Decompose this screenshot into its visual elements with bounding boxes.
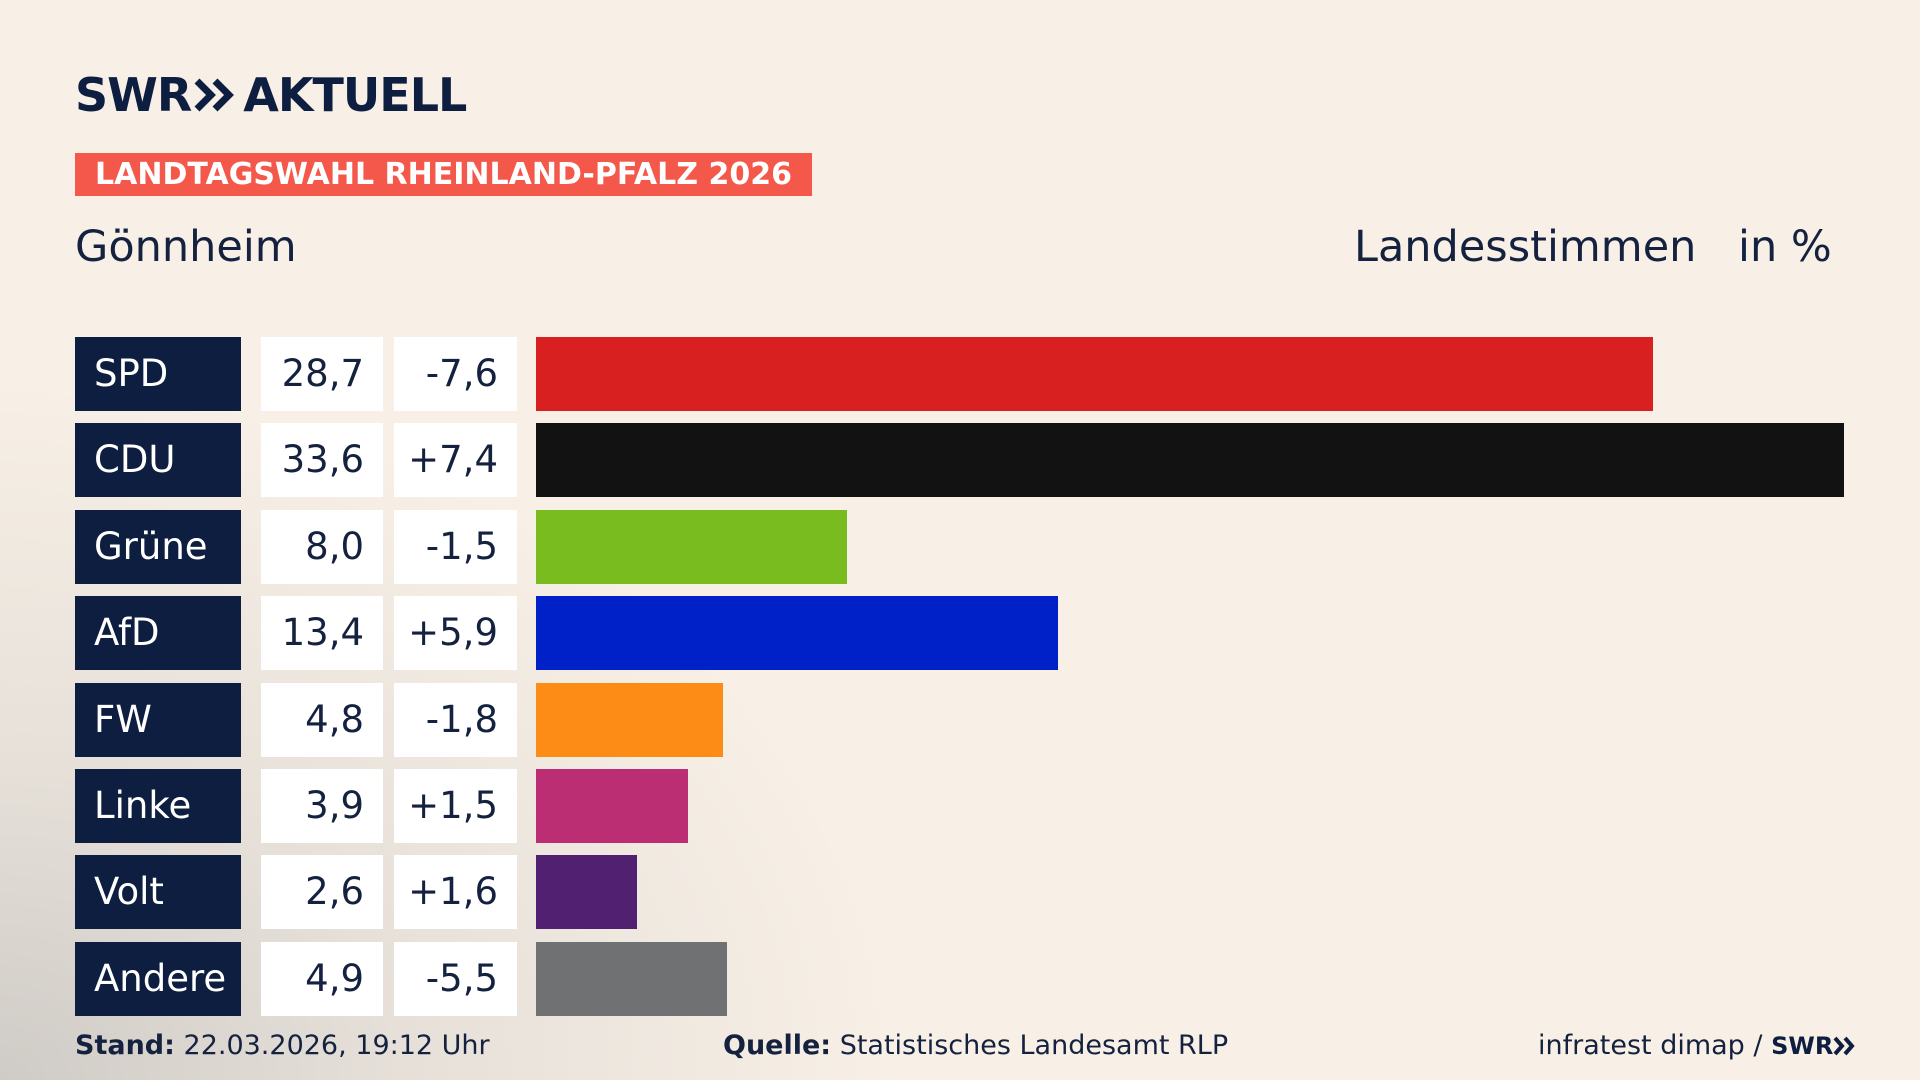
change-label: +1,5: [394, 769, 517, 843]
bar: [536, 855, 638, 930]
bar: [536, 423, 1844, 498]
source-value: Statistisches Landesamt RLP: [839, 1030, 1229, 1061]
credit-logo: SWR: [1771, 1032, 1834, 1060]
value-label: 33,6: [261, 423, 383, 498]
logo-suffix: AKTUELL: [243, 68, 467, 122]
change-label: -1,8: [394, 682, 517, 757]
credit: infratest dimap / SWR: [1538, 1030, 1857, 1061]
change-label: +7,4: [394, 423, 517, 498]
credit-text: infratest dimap /: [1538, 1030, 1763, 1061]
source-label: Quelle:: [723, 1030, 832, 1061]
bar: [536, 769, 688, 843]
bar: [536, 509, 848, 584]
party-name: CDU: [75, 423, 241, 498]
party-name: Volt: [75, 855, 241, 930]
party-name: SPD: [75, 337, 241, 411]
bar: [536, 596, 1058, 671]
bar: [536, 682, 723, 757]
value-label: 3,9: [261, 769, 383, 843]
party-name: AfD: [75, 596, 241, 671]
value-label: 4,8: [261, 682, 383, 757]
stand-label: Stand:: [75, 1030, 175, 1061]
title: Gönnheim: [75, 222, 297, 272]
bar: [536, 941, 727, 1016]
unit: in %: [1738, 222, 1832, 272]
logo-chevrons: [194, 78, 235, 112]
value-label: 8,0: [261, 509, 383, 584]
source: Quelle: Statistisches Landesamt RLP: [723, 1030, 1228, 1061]
party-name: Andere: [75, 941, 241, 1016]
stand: Stand: 22.03.2026, 19:12 Uhr: [75, 1030, 490, 1061]
value-label: 28,7: [261, 337, 383, 411]
value-label: 2,6: [261, 855, 383, 930]
value-label: 4,9: [261, 941, 383, 1016]
party-name: Linke: [75, 769, 241, 843]
credit-chevrons: [1833, 1036, 1856, 1056]
logo-text: SWR: [75, 68, 192, 122]
subtitle: Landesstimmen: [1354, 222, 1697, 272]
change-label: -7,6: [394, 337, 517, 411]
bar: [536, 337, 1654, 411]
change-label: -1,5: [394, 509, 517, 584]
change-label: -5,5: [394, 941, 517, 1016]
party-name: FW: [75, 682, 241, 757]
stand-value: 22.03.2026, 19:12 Uhr: [183, 1030, 490, 1061]
kicker: LANDTAGSWAHL RHEINLAND-PFALZ 2026: [75, 153, 812, 196]
party-name: Grüne: [75, 509, 241, 584]
change-label: +1,6: [394, 855, 517, 930]
logo: SWR AKTUELL: [75, 68, 467, 122]
change-label: +5,9: [394, 596, 517, 671]
value-label: 13,4: [261, 596, 383, 671]
